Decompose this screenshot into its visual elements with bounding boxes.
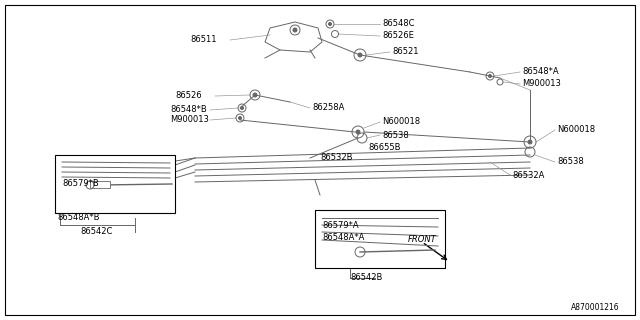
Circle shape: [293, 28, 297, 32]
Text: 86532A: 86532A: [512, 171, 545, 180]
Text: 86579*A: 86579*A: [322, 220, 358, 229]
Text: 86526E: 86526E: [382, 31, 414, 41]
Text: 86258A: 86258A: [312, 103, 344, 113]
Text: 86548*B: 86548*B: [170, 106, 207, 115]
Text: 86538: 86538: [382, 131, 409, 140]
Circle shape: [253, 93, 257, 97]
Text: 86548A*B: 86548A*B: [57, 213, 99, 222]
Bar: [55, 155, 175, 213]
Text: 86542B: 86542B: [350, 274, 382, 283]
Text: 86521: 86521: [392, 47, 419, 57]
Bar: [90, 181, 110, 188]
Circle shape: [239, 116, 241, 119]
Circle shape: [356, 130, 360, 134]
Circle shape: [488, 75, 492, 77]
Circle shape: [358, 53, 362, 57]
Circle shape: [528, 140, 532, 144]
Text: 86542C: 86542C: [80, 228, 113, 236]
Circle shape: [328, 22, 332, 26]
Text: FRONT: FRONT: [408, 236, 436, 244]
Circle shape: [241, 107, 243, 109]
Text: M900013: M900013: [522, 79, 561, 89]
Text: 86532B: 86532B: [320, 154, 353, 163]
Text: 86548*A: 86548*A: [522, 68, 559, 76]
Text: 86655B: 86655B: [368, 143, 401, 153]
Text: 86526: 86526: [175, 92, 202, 100]
Text: N600018: N600018: [557, 125, 595, 134]
Text: 86579*B: 86579*B: [62, 179, 99, 188]
Text: 86548C: 86548C: [382, 20, 415, 28]
Text: 86538: 86538: [557, 157, 584, 166]
Text: A870001216: A870001216: [572, 303, 620, 313]
Bar: [315, 210, 445, 268]
Text: 86511: 86511: [190, 36, 216, 44]
Text: 86548A*A: 86548A*A: [322, 234, 364, 243]
Text: M900013: M900013: [170, 116, 209, 124]
Text: N600018: N600018: [382, 117, 420, 126]
